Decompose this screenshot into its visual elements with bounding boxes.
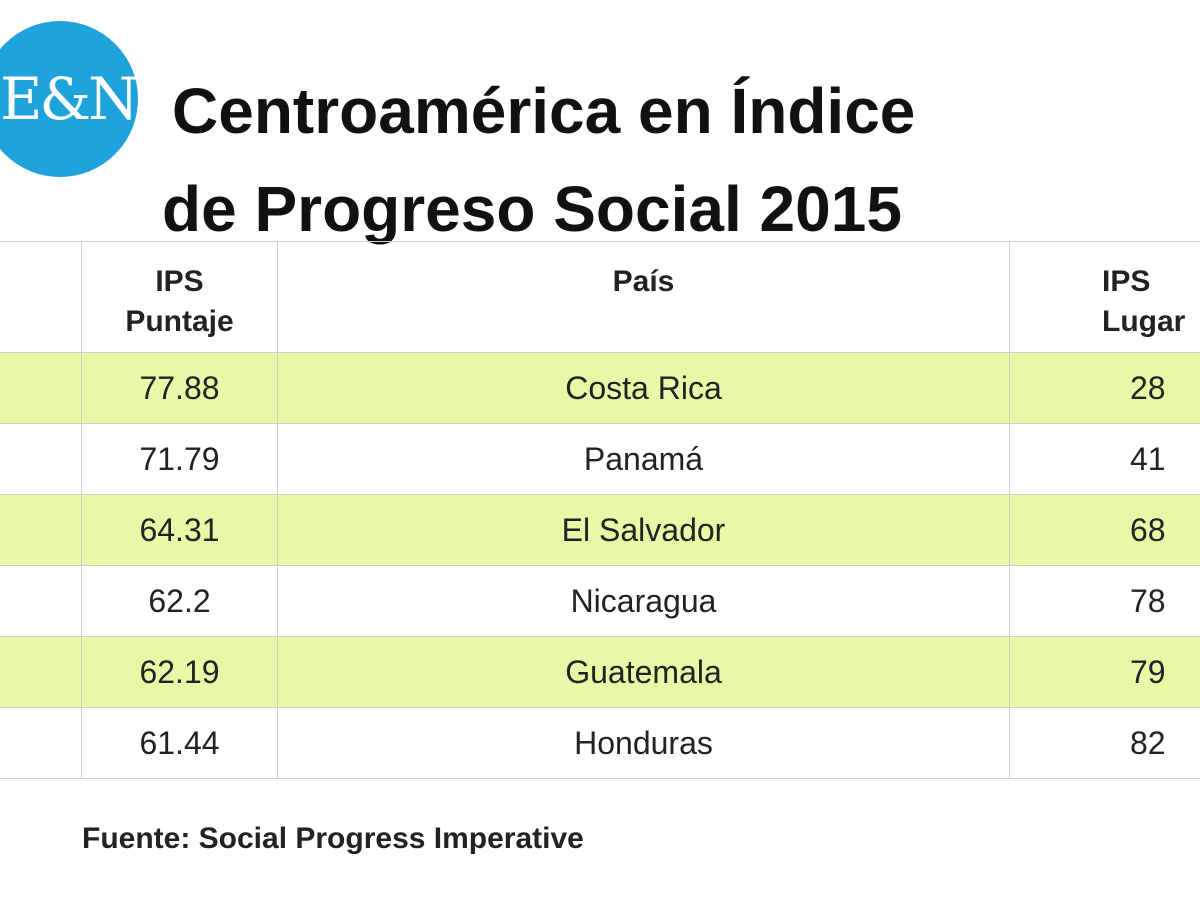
header-score-line-2: Puntaje xyxy=(125,305,234,338)
table-row: 4 62.2 Nicaragua 78 xyxy=(0,565,1200,637)
header-place-line-2: Lugar xyxy=(1102,305,1186,338)
header-place-line-1: IPS xyxy=(1102,265,1151,298)
rank-cell: 4 xyxy=(0,565,82,637)
header-score: IPS Puntaje xyxy=(81,241,278,353)
header-score-line-1: IPS xyxy=(155,265,204,298)
place-cell: 28 xyxy=(1009,352,1200,424)
rank-cell: 5 xyxy=(0,636,82,708)
place-cell: 78 xyxy=(1009,565,1200,637)
header-country: País xyxy=(277,241,1010,353)
header-place: IPS Lugar xyxy=(1009,241,1200,353)
page-title: Centroamérica en Índice de Progreso Soci… xyxy=(160,62,1200,258)
score-cell: 61.44 xyxy=(81,707,278,779)
score-cell: 71.79 xyxy=(81,423,278,495)
country-cell: Panamá xyxy=(277,423,1010,495)
place-cell: 79 xyxy=(1009,636,1200,708)
place-cell: 41 xyxy=(1009,423,1200,495)
table-row: 5 62.19 Guatemala 79 xyxy=(0,636,1200,708)
score-cell: 64.31 xyxy=(81,494,278,566)
header-country-label: País xyxy=(612,265,675,298)
title-line-2: de Progreso Social 2015 xyxy=(162,173,902,245)
rank-cell: 3 xyxy=(0,494,82,566)
rank-cell: 1 xyxy=(0,352,82,424)
rank-cell: 6 xyxy=(0,707,82,779)
table-row: 1 77.88 Costa Rica 28 xyxy=(0,352,1200,424)
table-row: 2 71.79 Panamá 41 xyxy=(0,423,1200,495)
table-row: 6 61.44 Honduras 82 xyxy=(0,707,1200,779)
en-logo: E&N xyxy=(0,21,138,177)
country-cell: Guatemala xyxy=(277,636,1010,708)
rank-cell: 2 xyxy=(0,423,82,495)
score-cell: 77.88 xyxy=(81,352,278,424)
logo-text: E&N xyxy=(0,65,138,133)
title-line-1: Centroamérica en Índice xyxy=(172,75,916,147)
country-cell: El Salvador xyxy=(277,494,1010,566)
place-cell: 68 xyxy=(1009,494,1200,566)
ranking-table: RK IPS Puntaje País IPS Lugar 1 77.88 C xyxy=(0,241,1200,779)
score-cell: 62.2 xyxy=(81,565,278,637)
country-cell: Costa Rica xyxy=(277,352,1010,424)
country-cell: Nicaragua xyxy=(277,565,1010,637)
header-rank: RK xyxy=(0,241,82,353)
country-cell: Honduras xyxy=(277,707,1010,779)
score-cell: 62.19 xyxy=(81,636,278,708)
table-header-row: RK IPS Puntaje País IPS Lugar xyxy=(0,241,1200,353)
source-note: Fuente: Social Progress Imperative xyxy=(82,822,584,855)
place-cell: 82 xyxy=(1009,707,1200,779)
table-row: 3 64.31 El Salvador 68 xyxy=(0,494,1200,566)
